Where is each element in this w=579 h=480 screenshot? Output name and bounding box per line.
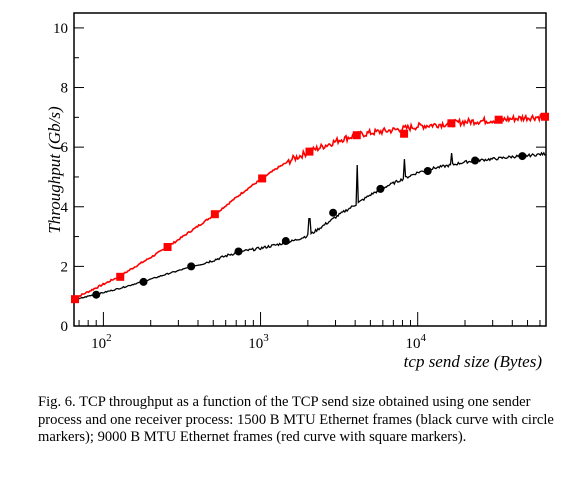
series-line-red-9000B (74, 112, 546, 300)
y-axis-ticks: 0 2 4 6 8 10 (53, 21, 546, 335)
y-tick-label: 8 (61, 81, 69, 97)
red-square-marker (163, 243, 172, 252)
x-tick-base: 10 (405, 336, 420, 352)
x-tick-exponent: 2 (106, 332, 112, 344)
red-square-marker (116, 272, 125, 281)
x-tick-label: 104 (405, 332, 426, 352)
y-axis-title: Throughput (Gb/s) (45, 106, 64, 234)
x-tick-base: 10 (248, 336, 263, 352)
red-square-marker (541, 112, 549, 121)
black-circle-marker (234, 247, 243, 256)
red-square-marker (305, 147, 314, 156)
black-circle-marker (518, 152, 527, 161)
series-layer (71, 112, 549, 304)
series-line-black-1500B (74, 151, 546, 301)
red-square-marker (71, 295, 79, 304)
black-circle-marker (92, 290, 101, 299)
black-circle-marker (329, 208, 338, 217)
black-circle-marker (376, 184, 385, 193)
x-axis-title: tcp send size (Bytes) (404, 352, 543, 371)
x-tick-label: 103 (248, 332, 269, 352)
y-tick-label: 6 (61, 140, 69, 156)
black-circle-marker (139, 277, 148, 286)
figure-caption: Fig. 6. TCP throughput as a function of … (38, 394, 554, 446)
red-square-marker (400, 129, 409, 138)
y-tick-label: 0 (61, 319, 69, 335)
x-tick-label: 102 (91, 332, 112, 352)
y-tick-label: 10 (53, 21, 68, 37)
black-circle-marker (187, 262, 196, 271)
x-minor-ticks (78, 312, 541, 326)
series-body (74, 112, 546, 301)
red-square-marker (210, 210, 219, 219)
black-circle-marker (423, 166, 432, 175)
y-tick-label: 4 (61, 200, 69, 216)
black-circle-marker (471, 156, 480, 165)
y-tick-label: 2 (61, 259, 69, 275)
x-axis-ticks: 102 103 104 (91, 332, 426, 352)
red-square-marker (258, 174, 267, 183)
x-tick-exponent: 4 (420, 332, 426, 344)
x-tick-exponent: 3 (263, 332, 269, 344)
red-square-marker (494, 115, 503, 124)
black-circle-marker (281, 237, 290, 246)
red-square-marker (447, 119, 456, 128)
red-square-marker (352, 131, 361, 140)
x-tick-base: 10 (91, 336, 106, 352)
plot-frame (73, 12, 547, 327)
